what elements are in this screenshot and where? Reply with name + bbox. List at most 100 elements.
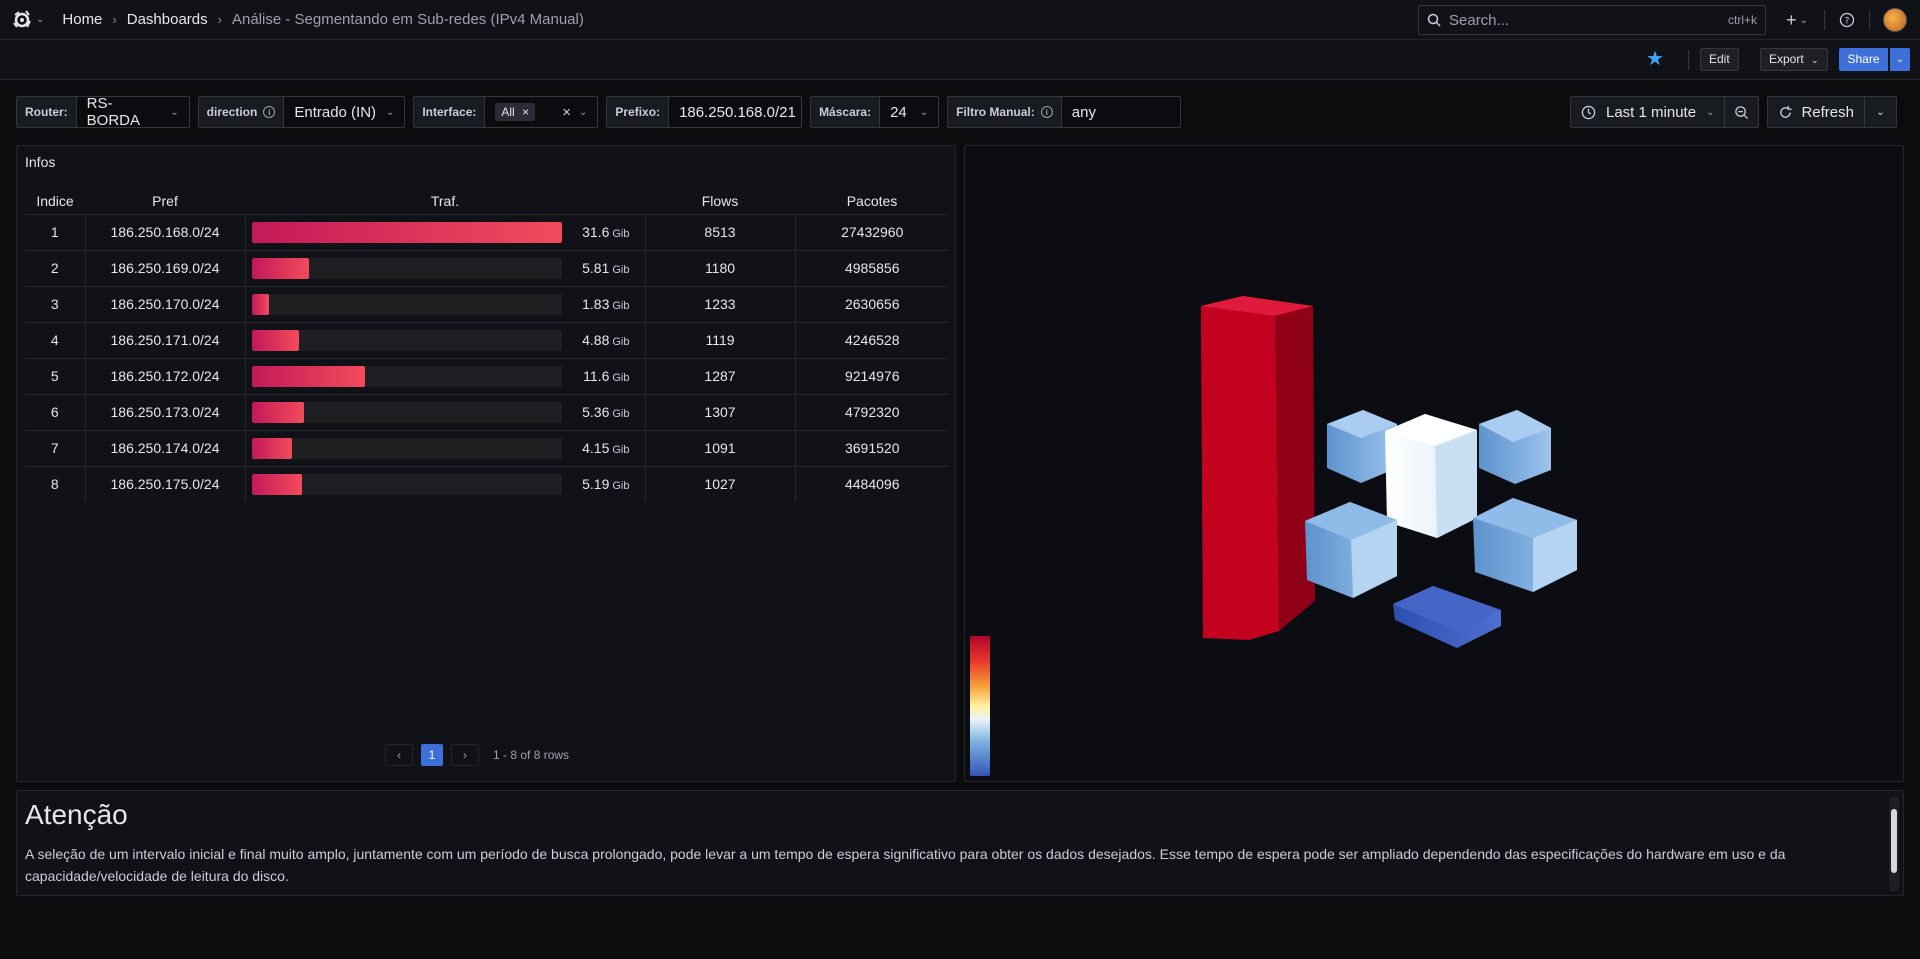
traffic-number: 1.83 <box>582 296 610 312</box>
cell-pref: 186.250.172.0/24 <box>85 357 246 394</box>
traffic-number: 4.88 <box>582 332 610 348</box>
traffic-value: 31.6 Gib <box>562 224 630 240</box>
panel-title: Infos <box>25 154 56 170</box>
cell-indice: 3 <box>25 285 86 322</box>
var-prefixo: Prefixo: 186.250.168.0/21 <box>606 96 803 128</box>
interface-select[interactable]: All × × ⌄ <box>484 96 599 128</box>
scrollbar[interactable] <box>1889 797 1899 891</box>
table-row: 6 186.250.173.0/24 5.36 Gib 1307 4792320 <box>25 393 949 430</box>
var-interface: Interface: All × × ⌄ <box>413 96 599 128</box>
filtro-value: any <box>1071 103 1096 121</box>
page-1-button[interactable]: 1 <box>421 744 443 766</box>
cell-flows: 8513 <box>645 213 795 250</box>
add-menu-button[interactable]: + ⌄ <box>1780 8 1814 32</box>
cell-flows: 1119 <box>645 321 795 358</box>
traffic-bar <box>251 221 562 243</box>
var-prefixo-label: Prefixo: <box>606 96 669 128</box>
traffic-number: 31.6 <box>582 224 610 240</box>
var-direction: direction i Entrado (IN) ⌄ <box>197 96 406 128</box>
traffic-bar <box>251 293 562 315</box>
time-range-picker[interactable]: Last 1 minute ⌄ <box>1570 96 1726 128</box>
cell-pacotes: 3691520 <box>794 429 949 466</box>
table-row: 4 186.250.171.0/24 4.88 Gib 1119 4246528 <box>25 321 949 358</box>
router-select[interactable]: RS-BORDA ⌄ <box>75 95 190 129</box>
edit-button[interactable]: Edit <box>1700 48 1739 71</box>
interface-chip: All × <box>495 103 536 121</box>
cell-traf: 5.19 Gib <box>245 465 646 502</box>
cell-pacotes: 4985856 <box>794 249 949 286</box>
share-dropdown-button[interactable]: ⌄ <box>1890 48 1910 71</box>
cell-indice: 7 <box>25 429 86 466</box>
traffic-value: 1.83 Gib <box>562 296 629 312</box>
chevron-down-icon[interactable]: ⌄ <box>36 14 45 25</box>
traffic-number: 5.19 <box>582 476 610 493</box>
prev-page-button[interactable]: ‹ <box>385 744 413 766</box>
zoom-out-button[interactable] <box>1725 96 1760 128</box>
attention-panel: Atenção A seleção de um intervalo inicia… <box>16 790 1904 896</box>
breadcrumb: Home › Dashboards › Análise - Segmentand… <box>62 11 583 28</box>
refresh-interval-dropdown[interactable]: ⌄ <box>1864 96 1897 128</box>
prefixo-input[interactable]: 186.250.168.0/21 <box>668 96 803 128</box>
cell-traf: 5.81 Gib <box>245 249 646 286</box>
remove-chip-icon[interactable]: × <box>522 105 530 119</box>
col-header-traf[interactable]: Traf. <box>430 192 460 209</box>
cell-indice: 6 <box>25 393 86 430</box>
traffic-bar-fill <box>251 473 303 495</box>
clear-icon[interactable]: × <box>562 103 571 121</box>
traffic-bar-fill <box>251 221 562 243</box>
cell-pacotes: 4484096 <box>794 465 949 502</box>
cell-indice: 2 <box>25 249 86 286</box>
refresh-button[interactable]: Refresh <box>1767 96 1865 128</box>
next-page-button[interactable]: › <box>451 744 479 766</box>
mascara-select[interactable]: 24 ⌄ <box>879 96 940 128</box>
traffic-unit: Gib <box>612 228 630 240</box>
export-button[interactable]: Export ⌄ <box>1760 48 1828 71</box>
3d-bar-panel[interactable] <box>964 145 1904 782</box>
direction-select[interactable]: Entrado (IN) ⌄ <box>283 96 406 128</box>
cell-indice: 1 <box>25 213 86 250</box>
table-row: 1 186.250.168.0/24 31.6 Gib 8513 27432960 <box>25 213 949 250</box>
traffic-number: 5.81 <box>582 260 610 276</box>
zoom-out-icon <box>1735 105 1749 119</box>
traffic-value: 4.88 Gib <box>562 332 629 348</box>
grafana-logo-icon[interactable] <box>10 8 34 32</box>
3d-bar <box>1201 296 1315 640</box>
search-shortcut: ctrl+k <box>1727 13 1757 27</box>
share-button[interactable]: Share <box>1839 48 1888 71</box>
cell-indice: 8 <box>25 465 86 502</box>
info-icon[interactable]: i <box>263 106 276 118</box>
traffic-unit: Gib <box>612 444 630 456</box>
filtro-label-text: Filtro Manual: <box>956 105 1035 119</box>
export-label: Export <box>1769 52 1804 66</box>
col-header-pacotes[interactable]: Pacotes <box>846 192 898 209</box>
traffic-value: 5.81 Gib <box>562 260 629 276</box>
star-icon[interactable]: ★ <box>1646 48 1664 70</box>
var-router: Router: RS-BORDA ⌄ <box>16 95 190 129</box>
info-icon[interactable]: i <box>1040 106 1053 118</box>
col-header-indice[interactable]: Indice <box>36 192 74 209</box>
mascara-value: 24 <box>890 103 907 121</box>
user-avatar[interactable] <box>1883 8 1907 32</box>
col-header-pref[interactable]: Pref <box>152 192 178 209</box>
3d-bar-chart[interactable] <box>965 146 1905 783</box>
prefixo-value: 186.250.168.0/21 <box>679 103 796 121</box>
filtro-input[interactable]: any <box>1060 96 1181 128</box>
infos-table: Indice Pref Traf. Flows Pacotes 1 186.250… <box>25 188 949 502</box>
col-header-flows[interactable]: Flows <box>701 192 739 209</box>
cell-pref: 186.250.174.0/24 <box>85 429 246 466</box>
traffic-value: 11.6 Gib <box>562 368 629 384</box>
refresh-label: Refresh <box>1801 103 1854 121</box>
help-icon[interactable]: ? <box>1835 8 1859 32</box>
traffic-number: 4.15 <box>582 440 610 456</box>
chevron-down-icon: ⌄ <box>1799 14 1808 26</box>
cell-pacotes: 4792320 <box>794 393 949 430</box>
3d-bar <box>1385 414 1477 538</box>
direction-value: Entrado (IN) <box>294 103 377 121</box>
breadcrumb-home[interactable]: Home <box>62 11 103 28</box>
search-input[interactable]: Search... ctrl+k <box>1418 5 1766 35</box>
time-range-label: Last 1 minute <box>1606 103 1697 121</box>
breadcrumb-dashboards[interactable]: Dashboards <box>126 11 208 28</box>
dashboard-toolbar: ★ Edit Export ⌄ Share ⌄ <box>0 40 1920 80</box>
3d-bar <box>1473 498 1577 592</box>
